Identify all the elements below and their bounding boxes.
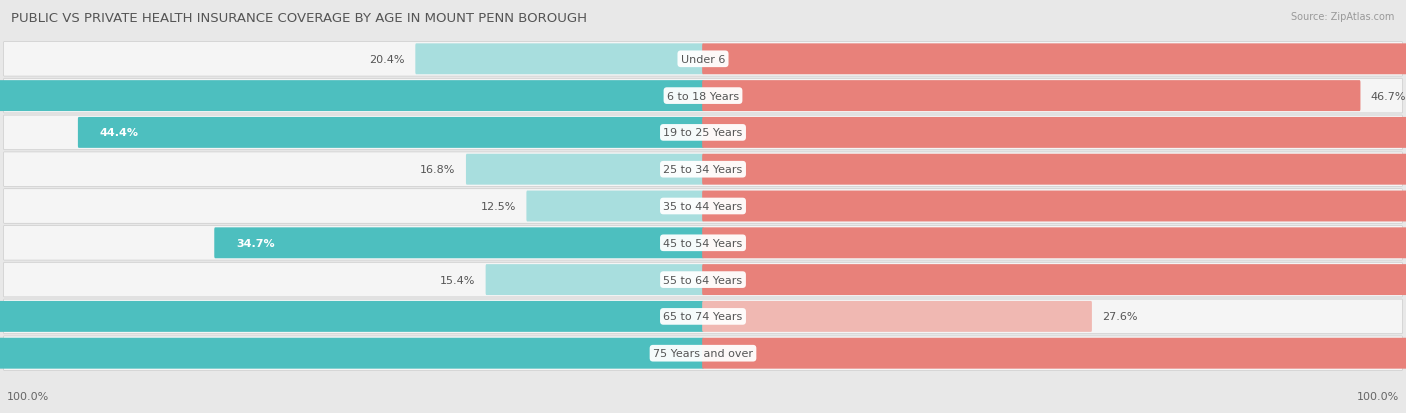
FancyBboxPatch shape: [702, 191, 1406, 222]
Text: Under 6: Under 6: [681, 55, 725, 65]
FancyBboxPatch shape: [702, 301, 1092, 332]
FancyBboxPatch shape: [214, 228, 704, 259]
Text: 27.6%: 27.6%: [1102, 312, 1137, 322]
FancyBboxPatch shape: [702, 338, 1406, 369]
FancyBboxPatch shape: [702, 154, 1406, 185]
FancyBboxPatch shape: [485, 264, 704, 295]
Text: 12.5%: 12.5%: [481, 202, 516, 211]
Text: 44.4%: 44.4%: [100, 128, 139, 138]
Text: 6 to 18 Years: 6 to 18 Years: [666, 91, 740, 101]
FancyBboxPatch shape: [0, 338, 704, 369]
FancyBboxPatch shape: [702, 228, 1406, 259]
FancyBboxPatch shape: [465, 154, 704, 185]
Text: 34.7%: 34.7%: [236, 238, 274, 248]
Text: 20.4%: 20.4%: [370, 55, 405, 65]
FancyBboxPatch shape: [702, 118, 1406, 149]
Text: 15.4%: 15.4%: [440, 275, 475, 285]
Text: 25 to 34 Years: 25 to 34 Years: [664, 165, 742, 175]
FancyBboxPatch shape: [0, 301, 704, 332]
Text: 45 to 54 Years: 45 to 54 Years: [664, 238, 742, 248]
Text: 16.8%: 16.8%: [420, 165, 456, 175]
FancyBboxPatch shape: [3, 299, 1403, 334]
FancyBboxPatch shape: [702, 81, 1361, 112]
FancyBboxPatch shape: [415, 44, 704, 75]
Text: 100.0%: 100.0%: [7, 392, 49, 401]
Text: 19 to 25 Years: 19 to 25 Years: [664, 128, 742, 138]
FancyBboxPatch shape: [3, 189, 1403, 224]
FancyBboxPatch shape: [3, 43, 1403, 77]
FancyBboxPatch shape: [3, 152, 1403, 187]
FancyBboxPatch shape: [702, 264, 1406, 295]
FancyBboxPatch shape: [3, 336, 1403, 370]
Text: Source: ZipAtlas.com: Source: ZipAtlas.com: [1291, 12, 1395, 22]
FancyBboxPatch shape: [3, 116, 1403, 150]
FancyBboxPatch shape: [3, 263, 1403, 297]
Text: 75 Years and over: 75 Years and over: [652, 348, 754, 358]
Text: 35 to 44 Years: 35 to 44 Years: [664, 202, 742, 211]
Text: PUBLIC VS PRIVATE HEALTH INSURANCE COVERAGE BY AGE IN MOUNT PENN BOROUGH: PUBLIC VS PRIVATE HEALTH INSURANCE COVER…: [11, 12, 588, 25]
FancyBboxPatch shape: [3, 226, 1403, 261]
Text: 65 to 74 Years: 65 to 74 Years: [664, 312, 742, 322]
FancyBboxPatch shape: [526, 191, 704, 222]
FancyBboxPatch shape: [0, 81, 704, 112]
Text: 100.0%: 100.0%: [1357, 392, 1399, 401]
FancyBboxPatch shape: [702, 44, 1406, 75]
Text: 55 to 64 Years: 55 to 64 Years: [664, 275, 742, 285]
FancyBboxPatch shape: [3, 79, 1403, 114]
FancyBboxPatch shape: [77, 118, 704, 149]
Text: 46.7%: 46.7%: [1371, 91, 1406, 101]
